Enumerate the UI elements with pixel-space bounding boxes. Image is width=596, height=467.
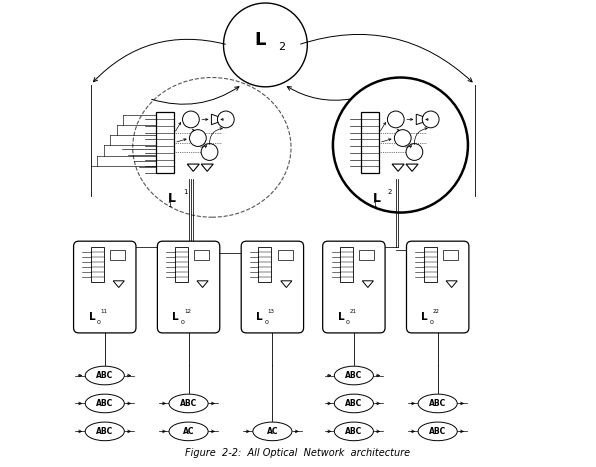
- Circle shape: [387, 111, 404, 128]
- Bar: [443, 250, 458, 260]
- Bar: [194, 250, 209, 260]
- Text: $\mathbf{L}$: $\mathbf{L}$: [420, 310, 429, 322]
- Text: $\mathbf{L}$: $\mathbf{L}$: [167, 192, 177, 205]
- Text: 0: 0: [97, 319, 101, 325]
- FancyBboxPatch shape: [322, 241, 385, 333]
- Ellipse shape: [418, 394, 457, 413]
- Ellipse shape: [334, 366, 374, 385]
- Bar: [259, 248, 271, 283]
- Circle shape: [395, 130, 411, 147]
- Text: 22: 22: [433, 309, 440, 314]
- Text: ABC: ABC: [345, 427, 362, 436]
- Ellipse shape: [418, 422, 457, 441]
- Bar: [361, 113, 379, 173]
- Bar: [157, 113, 174, 173]
- Circle shape: [218, 111, 234, 128]
- Bar: [359, 250, 374, 260]
- FancyBboxPatch shape: [157, 241, 220, 333]
- Text: 12: 12: [184, 309, 191, 314]
- Text: $\mathbf{L}$: $\mathbf{L}$: [337, 310, 345, 322]
- Text: ABC: ABC: [345, 371, 362, 380]
- Ellipse shape: [169, 422, 208, 441]
- FancyBboxPatch shape: [73, 241, 136, 333]
- Ellipse shape: [253, 422, 292, 441]
- Text: $\mathbf{L}$: $\mathbf{L}$: [255, 310, 263, 322]
- Text: ABC: ABC: [345, 399, 362, 408]
- Bar: [424, 248, 437, 283]
- Bar: [110, 250, 125, 260]
- Text: AC: AC: [183, 427, 194, 436]
- Text: ABC: ABC: [96, 399, 113, 408]
- Text: 21: 21: [349, 309, 356, 314]
- Text: 0: 0: [265, 319, 268, 325]
- Text: 11: 11: [100, 309, 107, 314]
- Text: 0: 0: [430, 319, 434, 325]
- FancyBboxPatch shape: [241, 241, 303, 333]
- Ellipse shape: [85, 422, 125, 441]
- Text: AC: AC: [266, 427, 278, 436]
- FancyBboxPatch shape: [406, 241, 469, 333]
- Ellipse shape: [334, 422, 374, 441]
- Text: ABC: ABC: [180, 399, 197, 408]
- Text: ABC: ABC: [96, 427, 113, 436]
- Ellipse shape: [85, 394, 125, 413]
- Text: 0: 0: [346, 319, 350, 325]
- Circle shape: [423, 111, 439, 128]
- Bar: [340, 248, 353, 283]
- Ellipse shape: [85, 366, 125, 385]
- Text: ABC: ABC: [429, 399, 446, 408]
- Text: $\mathbf{L}$: $\mathbf{L}$: [254, 31, 267, 50]
- Text: 1: 1: [183, 189, 188, 195]
- Text: $\mathbf{L}$: $\mathbf{L}$: [372, 192, 382, 205]
- Text: $\mathbf{L}$: $\mathbf{L}$: [172, 310, 180, 322]
- Ellipse shape: [169, 394, 208, 413]
- Circle shape: [190, 130, 206, 147]
- Text: 2: 2: [278, 42, 285, 52]
- Circle shape: [201, 144, 218, 160]
- Bar: [175, 248, 188, 283]
- Text: 0: 0: [181, 319, 185, 325]
- Circle shape: [182, 111, 199, 128]
- Text: 2: 2: [388, 189, 392, 195]
- Text: ABC: ABC: [96, 371, 113, 380]
- Bar: [91, 248, 104, 283]
- Text: ABC: ABC: [429, 427, 446, 436]
- Circle shape: [406, 144, 423, 160]
- Bar: [278, 250, 293, 260]
- Text: 13: 13: [268, 309, 275, 314]
- Ellipse shape: [334, 394, 374, 413]
- Text: 1: 1: [372, 202, 377, 208]
- Text: Figure  2-2:  All Optical  Network  architecture: Figure 2-2: All Optical Network architec…: [185, 448, 411, 458]
- Text: $\mathbf{L}$: $\mathbf{L}$: [88, 310, 96, 322]
- Text: 1: 1: [167, 202, 172, 208]
